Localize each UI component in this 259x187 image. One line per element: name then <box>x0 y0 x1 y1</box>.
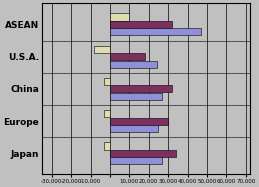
Bar <box>110 53 145 60</box>
Bar <box>110 28 201 35</box>
Bar <box>110 61 156 68</box>
Bar <box>104 110 110 117</box>
Bar <box>110 13 129 21</box>
Bar <box>110 150 176 157</box>
Bar <box>110 118 168 125</box>
Bar <box>110 21 172 28</box>
Bar <box>94 46 110 53</box>
Bar <box>110 125 159 132</box>
Bar <box>110 85 172 92</box>
Bar <box>110 93 162 100</box>
Bar <box>104 142 110 150</box>
Bar <box>110 157 162 164</box>
Bar <box>104 78 110 85</box>
